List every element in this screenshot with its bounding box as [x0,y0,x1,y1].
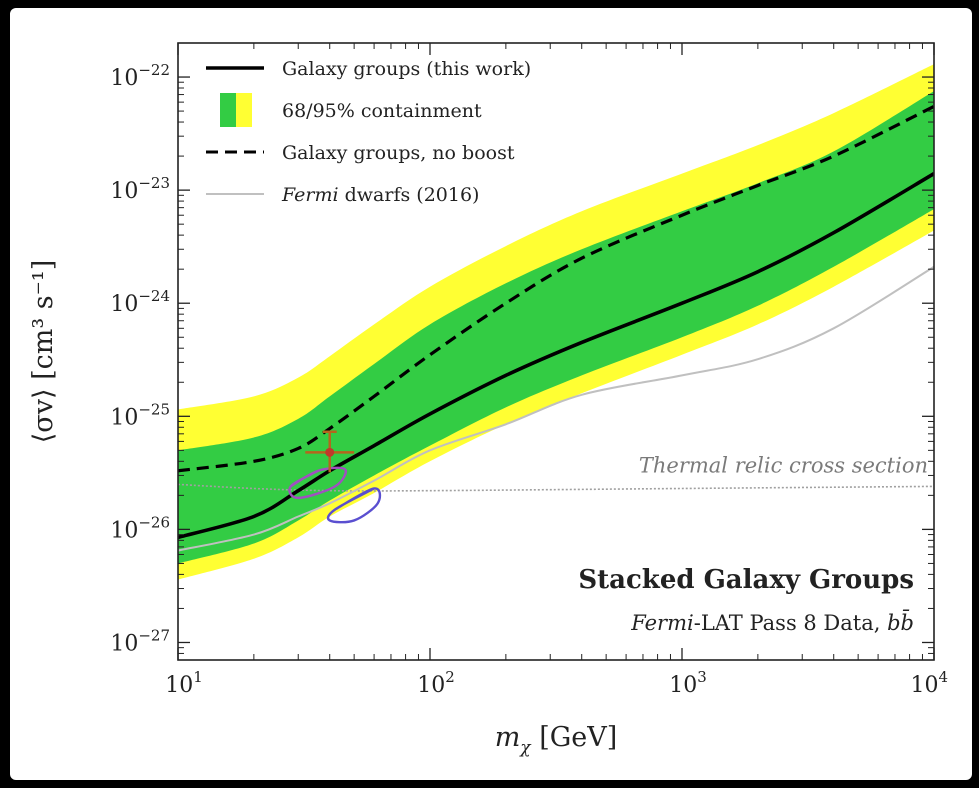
x-axis-label: mχ [GeV] [495,722,618,758]
thermal-relic-label: Thermal relic cross section [639,453,928,477]
contours [288,466,382,524]
axis-labels: mχ [GeV] ⟨σv⟩ [cm³ s⁻¹] [28,260,617,758]
annotation-subtitle: Fermi-LAT Pass 8 Data, bb̄ [630,609,914,635]
legend: Galaxy groups (this work) 68/95% containm… [206,58,531,206]
y-ticks: 10−27 10−26 10−25 10−24 10−23 10−22 [110,42,934,661]
annotation-title: Stacked Galaxy Groups [578,565,914,595]
band-68 [178,91,934,564]
contour-2 [326,487,382,524]
series-2-line [178,104,934,473]
y-tick-label: 10−25 [110,400,170,430]
series-1-line [178,172,934,540]
x-tick-label: 101 [165,668,203,698]
thermal-relic-line: Thermal relic cross section [177,453,935,492]
point-marker [325,447,335,457]
legend-label: 68/95% containment [282,100,482,122]
plot-frame [177,42,935,661]
y-tick-label: 10−26 [110,513,170,543]
series-lines [178,104,934,552]
chart: Thermal relic cross section 101 102 103 104… [28,42,948,758]
figure-card: Thermal relic cross section 101 102 103 104… [10,8,972,780]
x-tick-label: 102 [417,668,455,698]
plot-border [177,42,935,661]
data-point [305,430,355,473]
legend-label: Galaxy groups, no boost [282,142,515,164]
y-tick-label: 10−27 [110,626,170,656]
legend-swatch-95 [236,93,252,127]
contour-1 [288,466,347,500]
legend-label: Galaxy groups (this work) [282,58,531,80]
x-ticks: 101 102 103 104 [165,43,948,698]
x-tick-label: 104 [910,668,948,698]
series-3-line [178,265,934,552]
annotation: Stacked Galaxy Groups Fermi-LAT Pass 8 Da… [578,565,914,635]
legend-label: Fermi dwarfs (2016) [281,184,479,206]
thermal-relic-curve [177,483,935,492]
y-tick-label: 10−22 [110,61,170,91]
y-axis-label: ⟨σv⟩ [cm³ s⁻¹] [28,260,59,443]
x-tick-label: 103 [669,668,707,698]
y-tick-label: 10−24 [110,287,170,317]
legend-swatch-68 [220,93,236,127]
y-tick-label: 10−23 [110,174,170,204]
